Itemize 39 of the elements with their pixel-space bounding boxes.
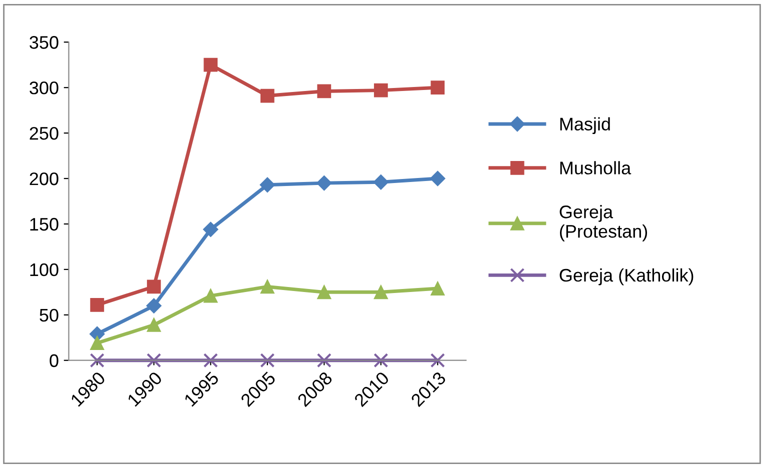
- point: [146, 353, 162, 368]
- y-tick-label: 50: [40, 308, 58, 322]
- y-tick-label: 350: [30, 36, 58, 49]
- point: [260, 280, 274, 294]
- point: [203, 353, 218, 368]
- point: [374, 285, 388, 300]
- y-tick-label: 0: [50, 354, 58, 368]
- point: [374, 83, 388, 98]
- legend-label: Gereja (Protestan): [560, 205, 648, 242]
- y-tick-label: 300: [30, 82, 58, 94]
- point: [373, 174, 388, 190]
- point: [316, 175, 332, 191]
- point: [260, 353, 275, 368]
- point: [316, 353, 332, 368]
- point: [90, 353, 104, 368]
- point: [90, 298, 104, 312]
- point: [90, 336, 104, 350]
- point: [430, 80, 445, 95]
- point: [430, 170, 446, 186]
- point: [204, 58, 218, 72]
- legend-label: Gereja (Katholik): [560, 268, 694, 286]
- point: [260, 177, 275, 192]
- point: [374, 353, 388, 368]
- point: [317, 285, 332, 300]
- point: [203, 222, 218, 237]
- y-tick-label: 100: [30, 263, 58, 276]
- y-tick-label: 200: [30, 172, 58, 186]
- point: [146, 280, 161, 294]
- legend-label: Masjid: [560, 117, 610, 134]
- point: [430, 282, 445, 296]
- point: [317, 84, 332, 98]
- point: [204, 288, 218, 303]
- y-tick-label: 250: [30, 126, 58, 140]
- point: [146, 298, 162, 314]
- legend-label: Musholla: [560, 161, 632, 174]
- point: [146, 318, 161, 332]
- y-tick-label: 150: [30, 218, 58, 231]
- point: [260, 88, 274, 103]
- point: [430, 353, 445, 368]
